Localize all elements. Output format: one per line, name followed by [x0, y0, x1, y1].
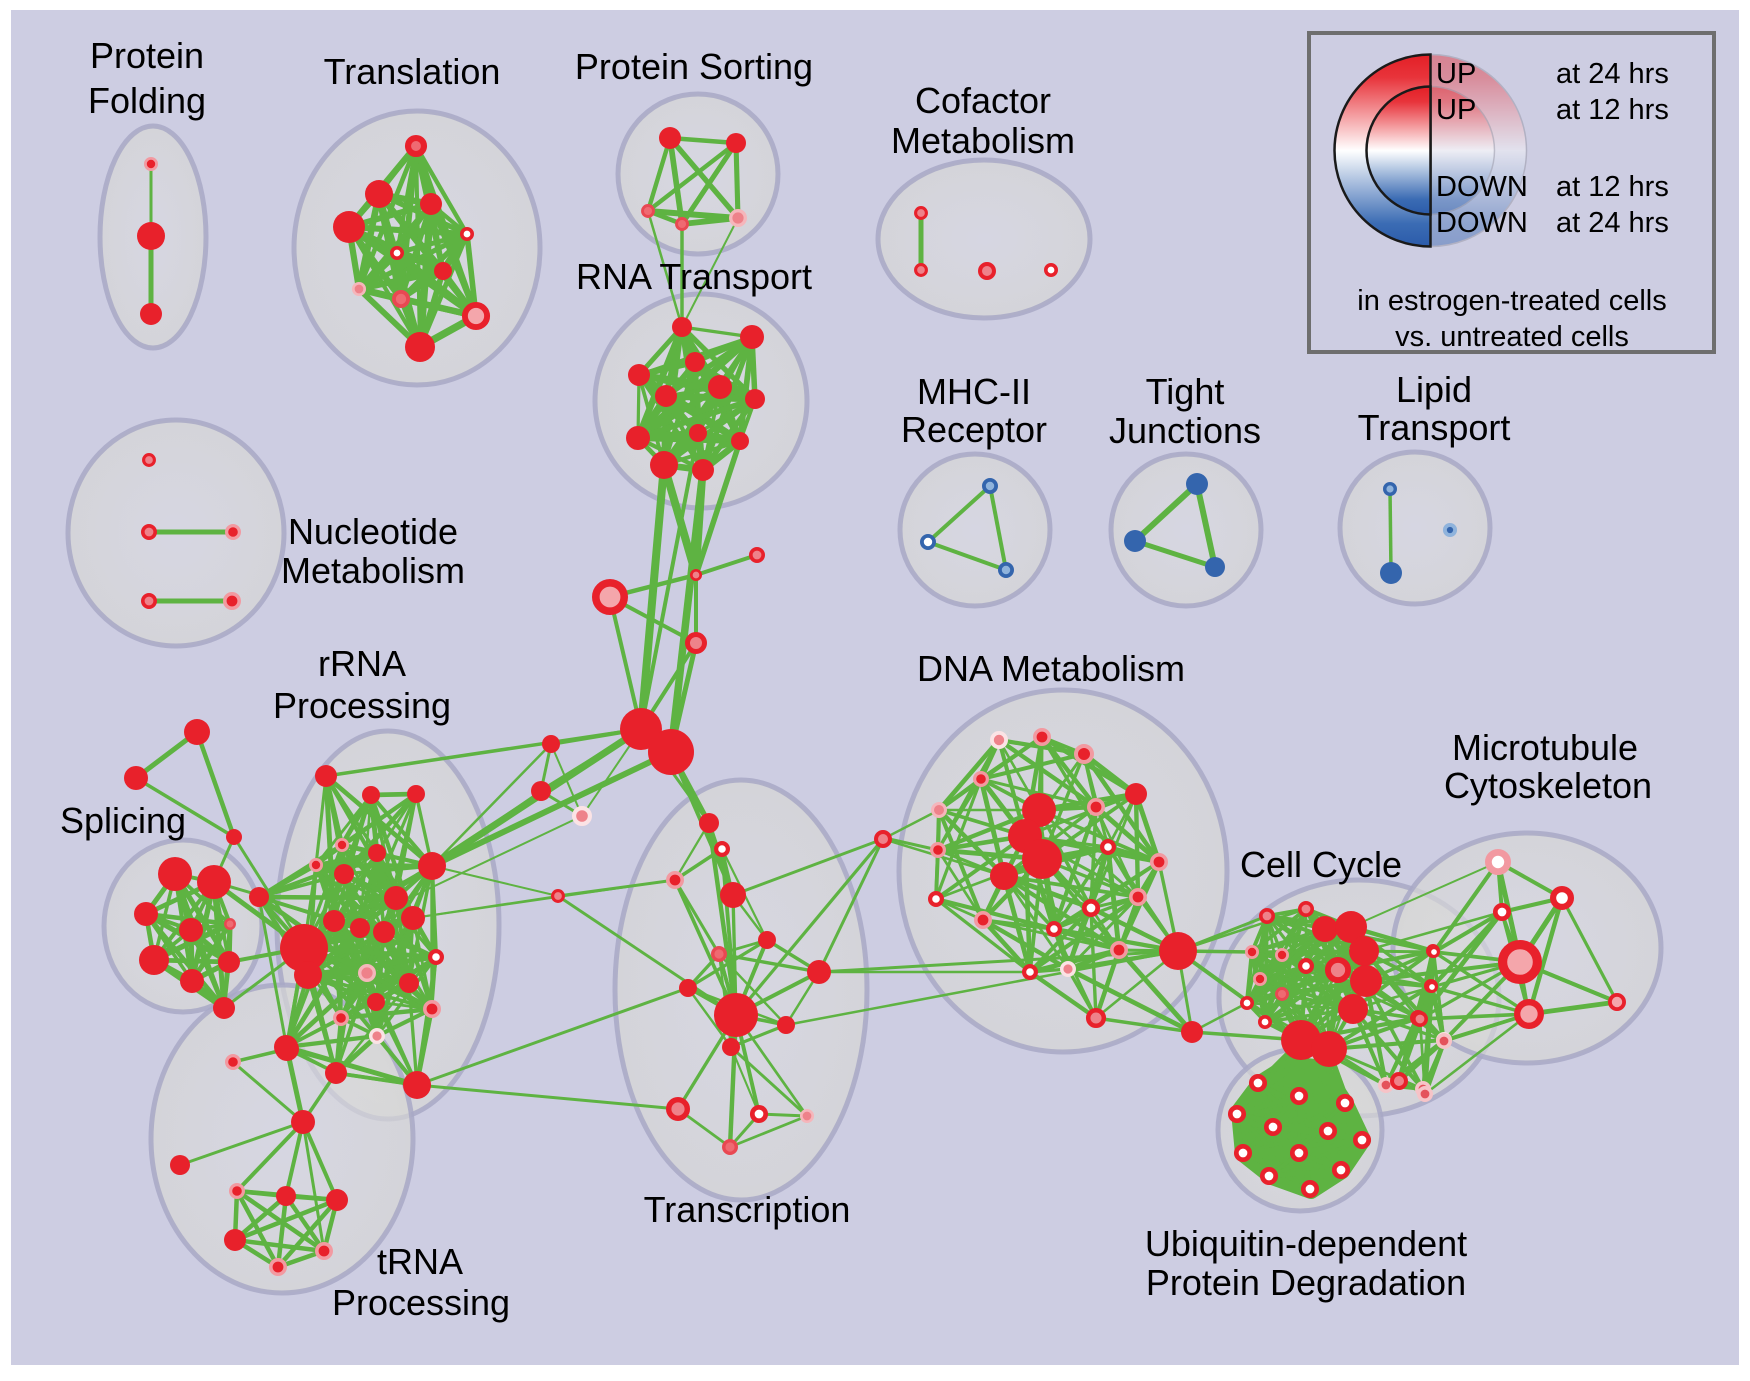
svg-text:Folding: Folding [88, 80, 206, 121]
svg-text:Processing: Processing [332, 1282, 510, 1323]
svg-text:Cytoskeleton: Cytoskeleton [1444, 765, 1652, 806]
svg-text:Metabolism: Metabolism [891, 120, 1075, 161]
svg-text:Metabolism: Metabolism [281, 550, 465, 591]
svg-text:at 24 hrs: at 24 hrs [1556, 207, 1669, 239]
svg-text:in estrogen-treated cells: in estrogen-treated cells [1357, 285, 1667, 317]
svg-text:Transcription: Transcription [644, 1189, 851, 1230]
svg-text:vs. untreated cells: vs. untreated cells [1395, 321, 1629, 353]
svg-text:rRNA: rRNA [318, 643, 406, 684]
svg-text:Ubiquitin-dependent: Ubiquitin-dependent [1145, 1223, 1467, 1264]
svg-text:Translation: Translation [324, 51, 501, 92]
svg-text:Nucleotide: Nucleotide [288, 511, 458, 552]
svg-text:Cell Cycle: Cell Cycle [1240, 844, 1402, 885]
svg-text:Receptor: Receptor [901, 409, 1047, 450]
svg-text:DOWN: DOWN [1436, 171, 1528, 203]
svg-text:at 12 hrs: at 12 hrs [1556, 171, 1669, 203]
svg-text:Transport: Transport [1358, 407, 1511, 448]
svg-text:Cofactor: Cofactor [915, 80, 1051, 121]
svg-text:Protein: Protein [90, 35, 204, 76]
svg-text:UP: UP [1436, 94, 1476, 126]
svg-text:tRNA: tRNA [377, 1241, 463, 1282]
svg-text:Splicing: Splicing [60, 800, 186, 841]
svg-text:RNA Transport: RNA Transport [576, 256, 812, 297]
svg-text:Lipid: Lipid [1396, 369, 1472, 410]
svg-text:Junctions: Junctions [1109, 410, 1261, 451]
svg-text:DNA Metabolism: DNA Metabolism [917, 648, 1185, 689]
svg-text:at 12 hrs: at 12 hrs [1556, 94, 1669, 126]
svg-text:DOWN: DOWN [1436, 207, 1528, 239]
svg-text:Microtubule: Microtubule [1452, 727, 1638, 768]
svg-text:Protein Degradation: Protein Degradation [1146, 1262, 1466, 1303]
svg-text:at 24 hrs: at 24 hrs [1556, 58, 1669, 90]
svg-text:UP: UP [1436, 58, 1476, 90]
svg-text:Tight: Tight [1146, 371, 1225, 412]
svg-text:Protein Sorting: Protein Sorting [575, 46, 813, 87]
svg-text:MHC-II: MHC-II [917, 371, 1031, 412]
svg-text:Processing: Processing [273, 685, 451, 726]
